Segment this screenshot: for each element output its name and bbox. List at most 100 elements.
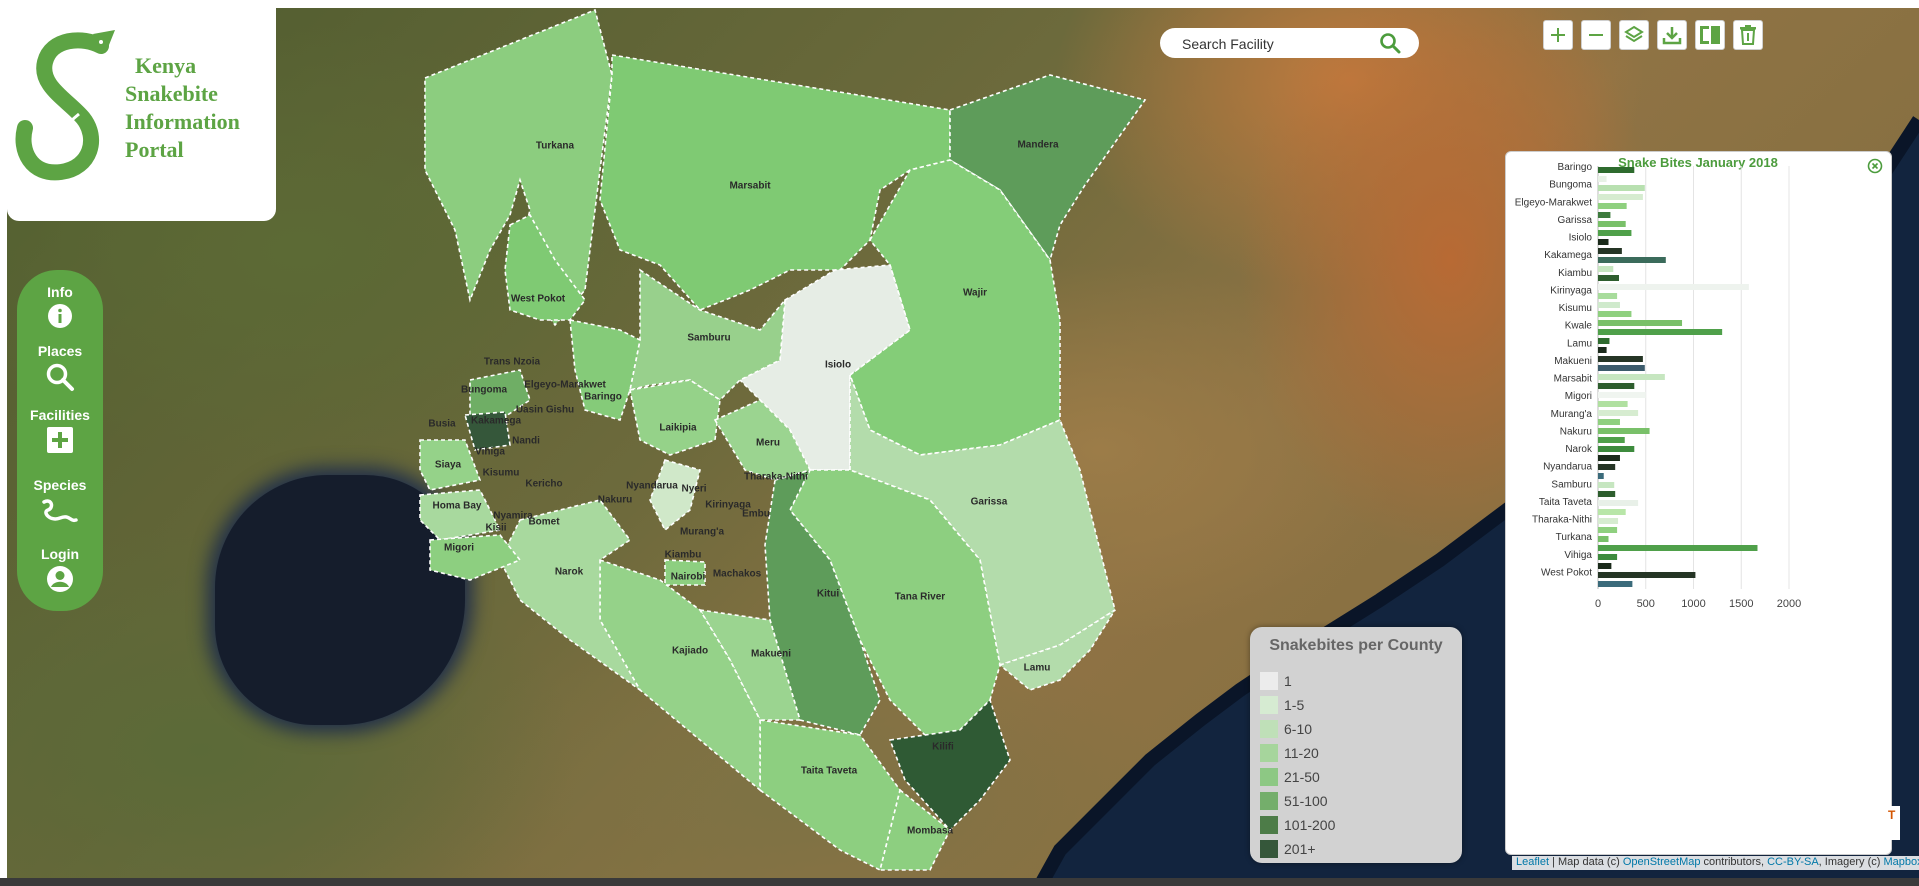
- mapbox-link[interactable]: Mapbox: [1883, 856, 1919, 868]
- chart-category-label: Tharaka-Nithi: [1532, 515, 1592, 526]
- legend-label: 1-5: [1284, 697, 1305, 713]
- snake-bites-chart: Snake Bites January 2018 0 500 1000 1500 2000…: [1515, 155, 1802, 610]
- county-label-nyandarua: Nyandarua: [626, 480, 678, 492]
- county-label-tharaka-nithi: Tharaka-Nithi: [744, 471, 808, 483]
- county-label-migori: Migori: [444, 542, 474, 554]
- chart-category-label: Kakamega: [1544, 250, 1592, 261]
- search-icon[interactable]: [1379, 32, 1401, 54]
- chart-category-label: Taita Taveta: [1539, 497, 1593, 508]
- county-kilifi: [888, 698, 1011, 832]
- county-label-bungoma: Bungoma: [460, 384, 508, 396]
- county-label-nyamira: Nyamira: [493, 510, 533, 522]
- chart-bar: [1598, 275, 1620, 281]
- county-taita-taveta: [759, 719, 901, 872]
- county-label-narok: Narok: [554, 566, 584, 578]
- badge-text: T: [1888, 808, 1896, 822]
- county-siaya: [419, 439, 482, 491]
- download-button[interactable]: [1657, 20, 1687, 50]
- county-label-nandi: Nandi: [512, 435, 540, 447]
- county-narok: [499, 499, 641, 691]
- osm-link[interactable]: OpenStreetMap: [1622, 856, 1701, 868]
- leaflet-link[interactable]: Leaflet: [1516, 856, 1550, 868]
- attrib-text-3: , Imagery (c): [1818, 856, 1884, 868]
- county-lamu: [998, 609, 1116, 691]
- county-label-bomet: Bomet: [528, 516, 560, 528]
- county-label-tana-river: Tana River: [894, 591, 946, 603]
- cc-by-sa-link[interactable]: CC-BY-SA: [1767, 856, 1819, 868]
- logo-line-3: Information: [125, 109, 240, 134]
- chart-bar: [1598, 581, 1633, 587]
- compare-button[interactable]: [1695, 20, 1725, 50]
- legend-swatch: [1260, 672, 1278, 690]
- county-label-isiolo: Isiolo: [824, 359, 852, 371]
- chart-bar: [1598, 527, 1618, 533]
- zoom-out-button[interactable]: [1581, 20, 1611, 50]
- legend-label: 21-50: [1284, 769, 1320, 785]
- county-label-kakamega: Kakamega: [470, 415, 522, 427]
- chart-category-label: Samburu: [1551, 479, 1592, 490]
- legend-label: 1: [1284, 673, 1292, 689]
- nav-info-label: Info: [47, 284, 73, 300]
- snake-logo-icon: [15, 30, 115, 181]
- county-tana-river: [789, 469, 1001, 741]
- zoom-in-button[interactable]: [1543, 20, 1573, 50]
- nav-login-label: Login: [40, 546, 80, 562]
- county-label-meru: Meru: [756, 437, 780, 449]
- county-label-siaya: Siaya: [434, 459, 462, 471]
- county-mombasa: [878, 788, 952, 871]
- chart-bar: [1598, 536, 1609, 542]
- county-label-kilifi: Kilifi: [932, 741, 954, 753]
- chart-category-label: Kisumu: [1559, 303, 1592, 314]
- nav-facilities-label: Facilities: [30, 407, 90, 423]
- legend-label: 51-100: [1284, 793, 1328, 809]
- chart-bar: [1598, 473, 1604, 479]
- chart-bar: [1598, 500, 1639, 506]
- portal-logo[interactable]: Kenya Snakebite Information Portal: [7, 8, 276, 221]
- county-label-laikipia: Laikipia: [659, 422, 697, 434]
- side-navigation: Info Places Facilities Species Login: [17, 270, 103, 611]
- logo-line-2: Snakebite: [125, 81, 218, 106]
- chart-bar: [1598, 248, 1622, 254]
- nav-info[interactable]: Info: [17, 284, 103, 329]
- chart-bar: [1598, 545, 1758, 551]
- chart-bar: [1598, 356, 1643, 362]
- chart-bar: [1598, 572, 1696, 578]
- chart-bar: [1598, 212, 1611, 218]
- chart-category-label: Bungoma: [1549, 180, 1592, 191]
- search-facility-input[interactable]: [1180, 32, 1374, 56]
- legend-label: 11-20: [1284, 745, 1319, 761]
- chart-category-label: Baringo: [1558, 162, 1593, 173]
- county-garissa: [849, 374, 1116, 667]
- county-makueni: [698, 608, 802, 721]
- logo-line-4: Portal: [125, 137, 184, 162]
- chart-bar: [1598, 230, 1632, 236]
- close-icon[interactable]: [1867, 158, 1883, 174]
- chart-bar: [1598, 401, 1628, 407]
- county-label-kisumu: Kisumu: [482, 467, 520, 479]
- county-label-busia: Busia: [428, 418, 456, 430]
- chart-bar: [1598, 554, 1618, 560]
- county-baringo: [569, 319, 641, 421]
- window-top-border: [0, 0, 1919, 8]
- nav-places[interactable]: Places: [17, 343, 103, 392]
- nav-login[interactable]: Login: [17, 546, 103, 593]
- county-laikipia: [629, 379, 721, 456]
- nav-facilities[interactable]: Facilities: [17, 407, 103, 454]
- chart-bar: [1598, 437, 1625, 443]
- chart-bar: [1598, 176, 1607, 182]
- county-label-embu: Embu: [742, 508, 770, 520]
- delete-button[interactable]: [1733, 20, 1763, 50]
- chart-bar: [1598, 329, 1723, 335]
- county-label-garissa: Garissa: [970, 496, 1008, 508]
- chart-tick-label: 1500: [1729, 598, 1753, 610]
- chart-category-label: Garissa: [1558, 215, 1593, 226]
- county-label-kisii: Kisii: [485, 522, 507, 534]
- chart-bar: [1598, 338, 1610, 344]
- layers-button[interactable]: [1619, 20, 1649, 50]
- chart-bar: [1598, 194, 1643, 200]
- county-label-kajiado: Kajiado: [671, 645, 709, 657]
- facility-search-box[interactable]: [1160, 28, 1419, 58]
- nav-species[interactable]: Species: [17, 477, 103, 526]
- legend-swatch: [1260, 792, 1278, 810]
